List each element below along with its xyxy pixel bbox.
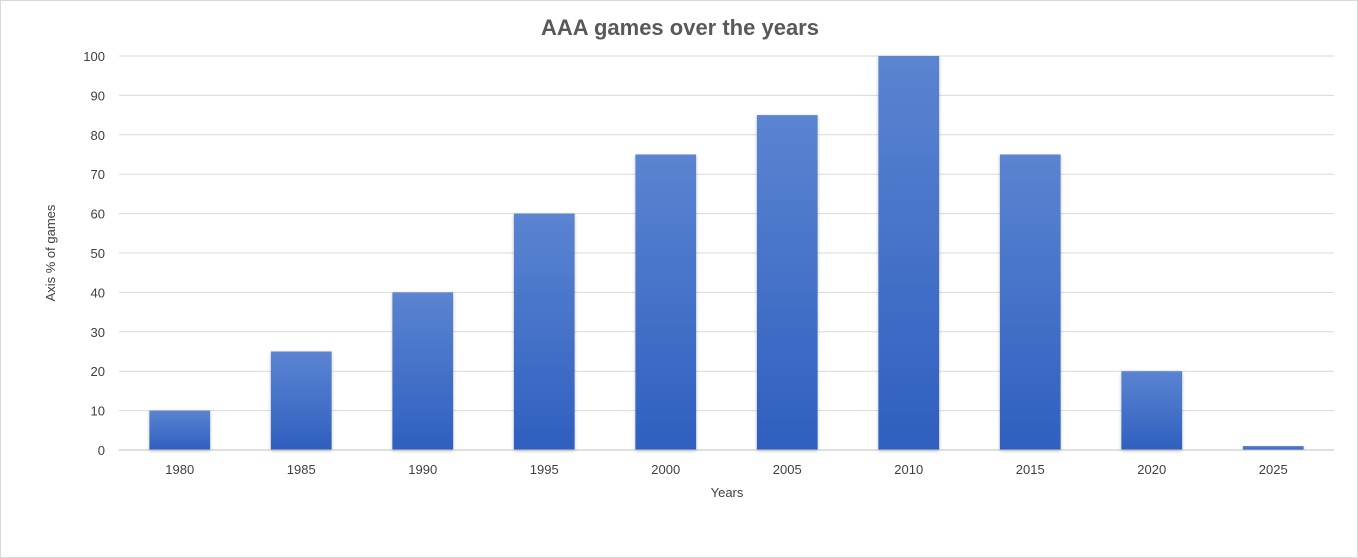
chart-title: AAA games over the years <box>541 15 819 40</box>
bar-1995 <box>513 213 575 450</box>
bar-1990 <box>392 292 454 450</box>
x-tick-label: 2025 <box>1259 462 1288 477</box>
bar-2025 <box>1242 446 1304 450</box>
y-tick-label: 80 <box>91 128 105 143</box>
y-tick-label: 70 <box>91 167 105 182</box>
x-tick-label: 2015 <box>1016 462 1045 477</box>
x-tick-label: 2000 <box>651 462 680 477</box>
y-tick-label: 10 <box>91 404 105 419</box>
bar-1985 <box>270 351 332 450</box>
bar-1980 <box>149 410 211 450</box>
y-tick-label: 60 <box>91 207 105 222</box>
y-tick-label: 30 <box>91 325 105 340</box>
x-tick-label: 1995 <box>530 462 559 477</box>
x-tick-label: 2020 <box>1137 462 1166 477</box>
y-tick-label: 90 <box>91 88 105 103</box>
x-axis-tick-labels: 1980 1985 1990 1995 2000 2005 2010 2015 2020 2025 <box>165 462 1287 477</box>
bar-2010 <box>878 56 940 450</box>
y-tick-label: 50 <box>91 246 105 261</box>
y-tick-label: 100 <box>83 49 105 64</box>
y-tick-label: 0 <box>98 443 105 458</box>
x-tick-label: 1985 <box>287 462 316 477</box>
x-tick-label: 2005 <box>773 462 802 477</box>
x-tick-label: 1980 <box>165 462 194 477</box>
y-tick-label: 40 <box>91 285 105 300</box>
bar-2015 <box>999 154 1061 450</box>
bar-2005 <box>756 115 818 450</box>
bars <box>149 56 1304 450</box>
y-tick-label: 20 <box>91 364 105 379</box>
bar-2020 <box>1121 371 1183 450</box>
x-axis-title: Years <box>711 485 744 500</box>
x-tick-label: 2010 <box>894 462 923 477</box>
x-tick-label: 1990 <box>408 462 437 477</box>
y-axis-title: Axis % of games <box>43 204 58 301</box>
y-axis-tick-labels: 0 10 20 30 40 50 60 70 80 90 100 <box>83 49 105 458</box>
bar-2000 <box>635 154 697 450</box>
